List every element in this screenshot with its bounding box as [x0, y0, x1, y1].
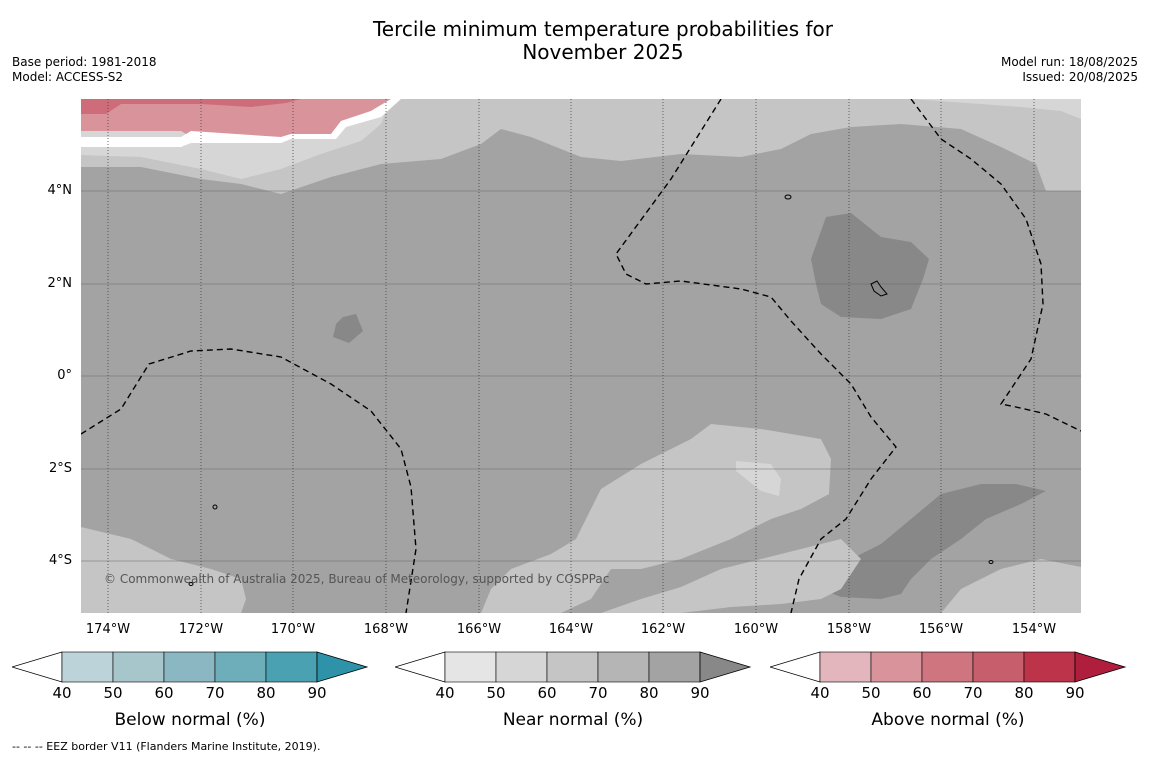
lon-label-168w: 168°W	[363, 622, 409, 637]
tick-label: 70	[963, 684, 983, 702]
islands	[188, 194, 994, 586]
lon-label-174w: 174°W	[85, 622, 131, 637]
tick-label: 50	[486, 684, 506, 702]
lon-label-154w: 154°W	[1011, 622, 1057, 637]
tick-label: 90	[690, 684, 710, 702]
tick-label: 50	[103, 684, 123, 702]
tick-label: 60	[154, 684, 174, 702]
colorbar-segment	[61, 651, 114, 683]
lon-label-162w: 162°W	[640, 622, 686, 637]
eez-borders	[81, 99, 1081, 613]
colorbar-segment	[444, 651, 497, 683]
colorbar-segment	[495, 651, 548, 683]
colorbar-below-title: Below normal (%)	[114, 710, 266, 730]
lon-label-158w: 158°W	[826, 622, 872, 637]
tick-label: 60	[912, 684, 932, 702]
colorbar-extend-low	[770, 651, 821, 683]
lon-label-164w: 164°W	[548, 622, 594, 637]
tick-label: 90	[1065, 684, 1085, 702]
colorbar-segment	[648, 651, 701, 683]
lat-label-4s: 4°S	[48, 553, 72, 568]
lat-label-0: 0°	[57, 368, 72, 383]
lon-label-166w: 166°W	[456, 622, 502, 637]
lat-label-2n: 2°N	[47, 276, 73, 291]
colorbar-near-title: Near normal (%)	[502, 710, 644, 730]
tick-label: 40	[810, 684, 830, 702]
eez-legend-footer: -- -- -- EEZ border V11 (Flanders Marine…	[12, 740, 321, 753]
island-atoll	[870, 280, 888, 297]
lon-label-156w: 156°W	[918, 622, 964, 637]
tick-label: 40	[435, 684, 455, 702]
colorbar-segment	[265, 651, 318, 683]
colorbar-extend-high	[316, 651, 369, 683]
tick-label: 90	[307, 684, 327, 702]
colorbar-segment	[1023, 651, 1076, 683]
colorbar-segment	[819, 651, 872, 683]
near-normal-50-south-patch	[736, 461, 781, 496]
island-east-small	[784, 194, 792, 200]
issued-date: Issued: 20/08/2025	[1022, 70, 1138, 84]
lat-label-2s: 2°S	[48, 461, 72, 476]
eez-border-west	[81, 348, 417, 613]
chart-title: Tercile minimum temperature probabilitie…	[300, 18, 906, 64]
colorbar-near-segments	[395, 651, 752, 683]
colorbar-above-segments	[770, 651, 1127, 683]
eez-border-central	[615, 99, 897, 613]
colorbar-segment	[870, 651, 923, 683]
model-name: Model: ACCESS-S2	[12, 70, 124, 84]
colorbar-extend-high	[1074, 651, 1127, 683]
colorbar-above-normal	[770, 651, 1127, 683]
colorbar-extend-low	[395, 651, 446, 683]
meta-left: Base period: 1981-2018 Model: ACCESS-S2	[12, 55, 157, 85]
colorbar-segment	[546, 651, 599, 683]
tick-label: 80	[1014, 684, 1034, 702]
lon-label-160w: 160°W	[733, 622, 779, 637]
near-normal-90-blob-west	[333, 314, 363, 343]
colorbar-below-segments	[12, 651, 369, 683]
title-line-2: November 2025	[522, 40, 684, 64]
island-far-west	[188, 582, 194, 586]
tick-label: 40	[52, 684, 72, 702]
white-gap-top	[81, 99, 401, 147]
near-normal-90-southeast	[821, 484, 1046, 599]
colorbar-near-normal	[395, 651, 752, 683]
tick-label: 80	[639, 684, 659, 702]
island-south-west	[212, 504, 218, 510]
colorbar-segment	[921, 651, 974, 683]
above-normal-50-region	[81, 99, 391, 137]
meta-right: Model run: 18/08/2025 Issued: 20/08/2025	[1001, 55, 1138, 85]
colorbar-segment	[214, 651, 267, 683]
tick-label: 50	[861, 684, 881, 702]
near-normal-90-blob-east	[811, 213, 929, 319]
colorbar-segment	[597, 651, 650, 683]
tick-label: 70	[205, 684, 225, 702]
tick-label: 60	[537, 684, 557, 702]
tick-label: 70	[588, 684, 608, 702]
island-southeast	[988, 560, 994, 564]
colorbar-extend-high	[699, 651, 752, 683]
colorbar-segment	[972, 651, 1025, 683]
colorbar-above-title: Above normal (%)	[871, 710, 1025, 730]
base-period: Base period: 1981-2018	[12, 55, 157, 69]
near-normal-60-southeast-corner	[941, 559, 1081, 613]
near-normal-50-top-right	[911, 99, 1081, 119]
colorbar-extend-low	[12, 651, 63, 683]
latitude-grid	[81, 190, 1081, 562]
title-line-1: Tercile minimum temperature probabilitie…	[372, 17, 834, 41]
lon-label-172w: 172°W	[178, 622, 224, 637]
copyright-notice: © Commonwealth of Australia 2025, Bureau…	[104, 572, 610, 586]
tick-label: 80	[256, 684, 276, 702]
colorbar-segment	[112, 651, 165, 683]
above-normal-60-region	[81, 99, 301, 114]
colorbar-segment	[163, 651, 216, 683]
eez-border-east	[910, 99, 1081, 432]
lat-label-4n: 4°N	[47, 183, 73, 198]
lon-label-170w: 170°W	[270, 622, 316, 637]
near-normal-60-bottom	[81, 527, 246, 613]
model-run: Model run: 18/08/2025	[1000, 55, 1138, 69]
probability-map	[81, 99, 1081, 613]
colorbar-below-normal	[12, 651, 369, 683]
